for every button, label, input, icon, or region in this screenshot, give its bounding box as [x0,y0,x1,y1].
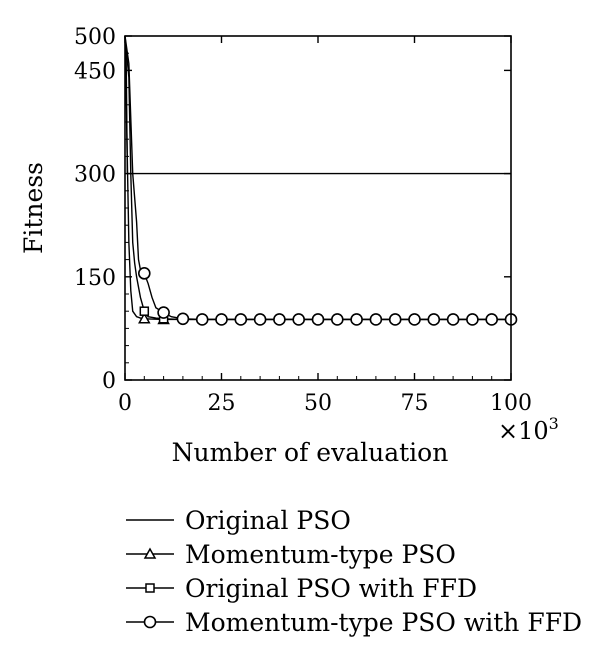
series-4-marker [273,313,286,326]
y-axis-ticks: 0 150 300 450 500 [74,25,511,394]
series-4-marker [253,313,267,326]
plot-series [124,35,511,321]
legend-marker-2 [143,547,157,559]
series-4-marker [350,313,363,326]
legend-label-3: Original PSO with FFD [185,574,477,603]
legend-marker-4 [143,615,157,629]
y-tick-label: 450 [74,59,116,84]
legend-label-4: Momentum-type PSO with FFD [185,608,582,637]
series-4-marker [234,313,248,326]
series-4-marker [408,313,421,326]
x-axis-title: Number of evaluation [172,438,449,467]
series-4-marker [446,313,460,326]
series-4-marker [138,267,151,280]
plot-frame [124,35,512,381]
x-tick-label: 50 [304,391,332,416]
series-4-marker [369,313,383,326]
x-tick-label: 100 [490,391,532,416]
y-tick-label: 300 [74,163,116,188]
series-4-marker [311,313,325,326]
series-4-marker [215,313,228,326]
series-line-2 [124,35,511,321]
series-4-marker [330,313,344,326]
x-axis-multiplier: ×103 [498,414,559,445]
x-tick-label: 75 [401,391,429,416]
y-axis-title: Fitness [19,162,48,254]
legend: Original PSO Momentum-type PSO Original PS… [126,506,582,637]
plot-markers [138,267,518,326]
x-axis-ticks: 0 25 50 75 100 [118,36,532,416]
series-line-1 [124,35,511,175]
y-tick-label: 0 [102,369,116,394]
series-4-marker [292,313,306,326]
series-3-marker [139,306,150,316]
series-2-marker [138,312,151,324]
series-4-marker [427,313,441,326]
series-4-marker [388,313,402,326]
x-axis-multiplier-base: ×10 [498,417,549,445]
x-axis-multiplier-exponent: 3 [549,414,559,433]
series-4-marker [485,313,499,326]
series-4-marker [466,313,479,326]
legend-marker-3 [145,583,155,593]
legend-label-1: Original PSO [185,506,351,535]
series-line-3 [124,35,511,321]
series-line-4 [124,35,511,321]
series-4-marker [195,313,209,326]
legend-label-2: Momentum-type PSO [185,540,456,569]
series-4-marker [176,312,190,326]
series-4-marker [157,306,170,319]
y-tick-label: 500 [74,25,116,50]
x-tick-label: 0 [118,391,132,416]
y-tick-label: 150 [74,266,116,291]
x-tick-label: 25 [208,391,236,416]
